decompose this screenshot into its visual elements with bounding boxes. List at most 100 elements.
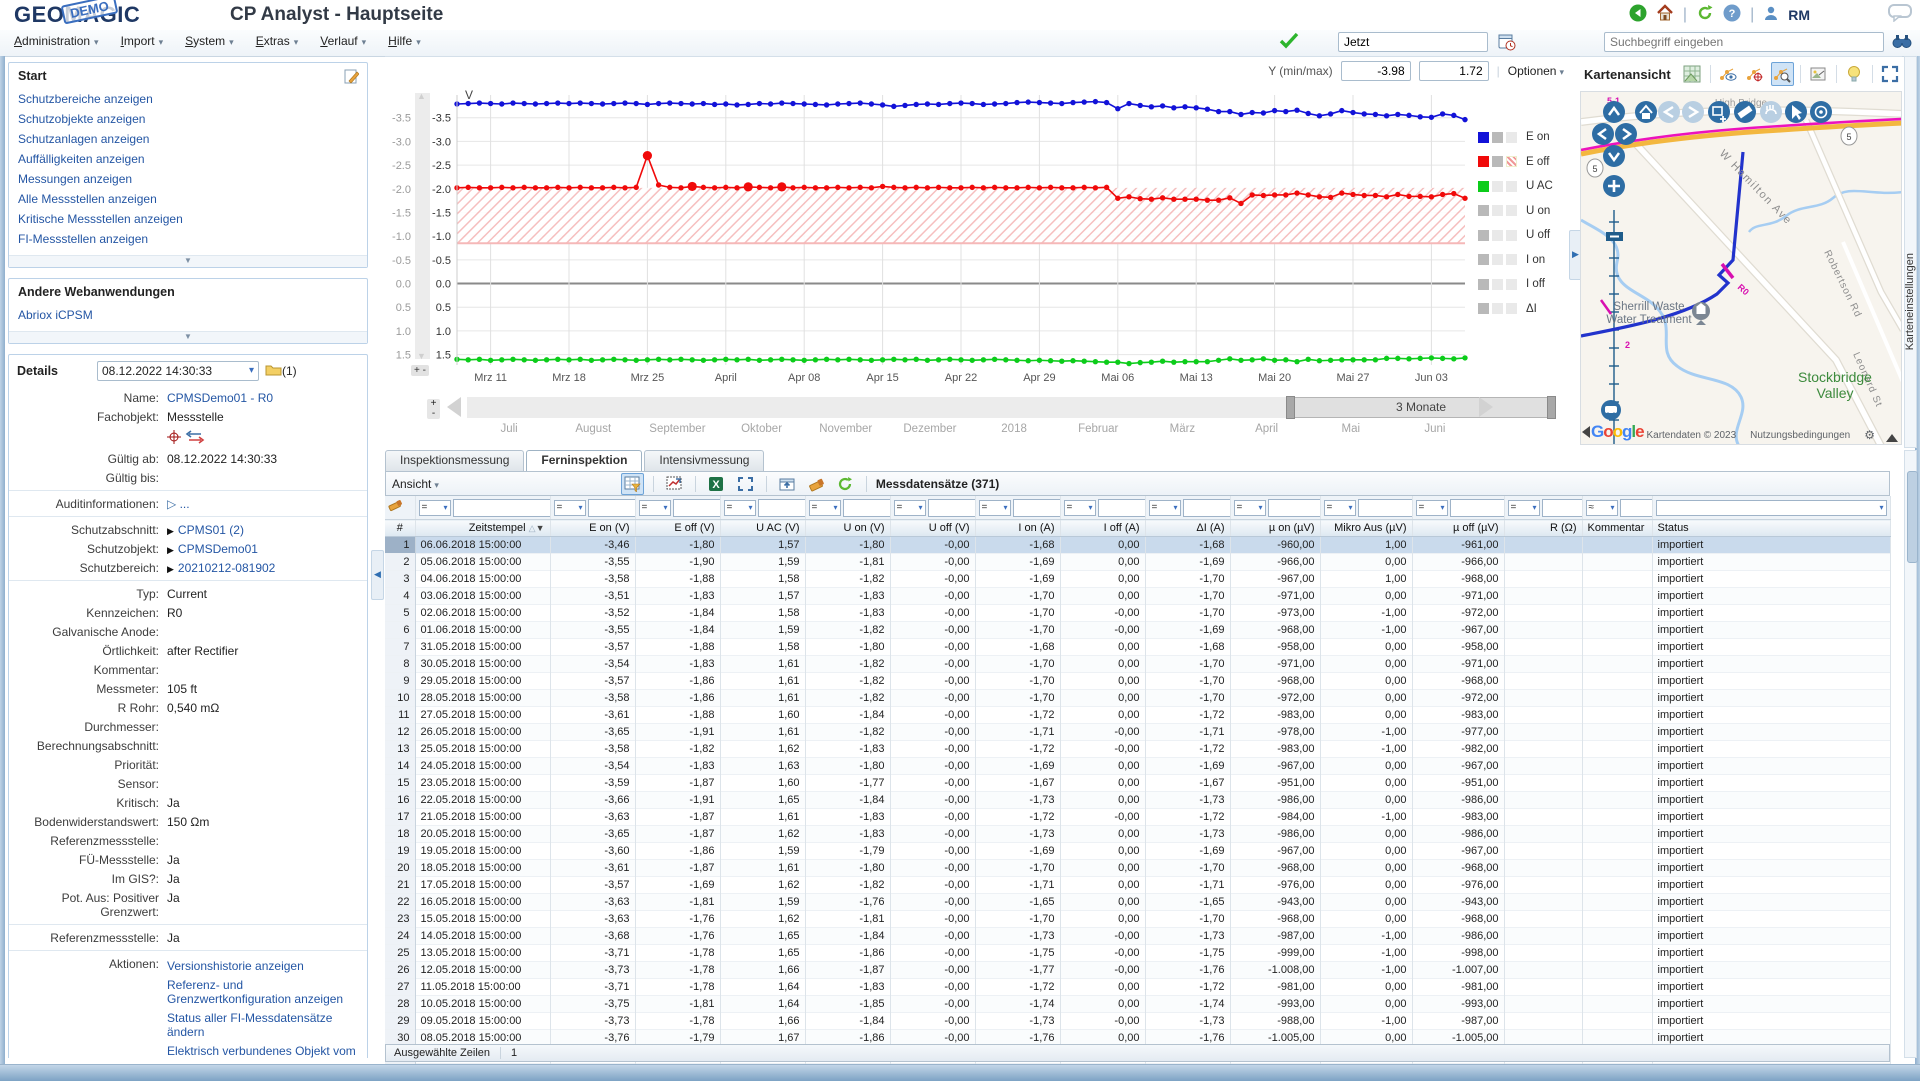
user-initials[interactable]: RM	[1788, 7, 1810, 23]
table-row[interactable]: 2711.05.2018 15:00:00-3,71-1,781,64-1,83…	[385, 979, 1890, 996]
menu-hilfe[interactable]: Hilfe▾	[388, 34, 421, 48]
ref-link[interactable]: CPMSDemo01	[178, 542, 258, 556]
chart-view-icon[interactable]	[663, 473, 686, 495]
trace-locate-icon[interactable]	[1744, 62, 1767, 86]
legend-item-e-on[interactable]: E on	[1478, 125, 1553, 150]
timeline-zoom-buttons[interactable]: +-	[427, 399, 440, 419]
column-header-r-[interactable]: R (Ω)	[1504, 520, 1582, 537]
aktion-link[interactable]: Referenz- und Grenzwertkonfiguration anz…	[167, 976, 359, 1009]
timeline-track[interactable]: 3 Monate	[467, 397, 1477, 418]
start-link[interactable]: Auffälligkeiten anzeigen	[18, 149, 358, 169]
column-header--off-v-[interactable]: µ off (µV)	[1412, 520, 1504, 537]
trace-visibility-icon[interactable]	[1717, 62, 1740, 86]
column-header-e-off-v-[interactable]: E off (V)	[635, 520, 720, 537]
table-row[interactable]: 2315.05.2018 15:00:00-3,63-1,761,62-1,81…	[385, 911, 1890, 928]
timeline-month-märz[interactable]: März	[1170, 423, 1196, 435]
filter-input[interactable]	[1268, 499, 1321, 517]
timeline-month-juli[interactable]: Juli	[500, 423, 517, 435]
filter-input[interactable]	[1098, 499, 1146, 517]
map-layers-icon[interactable]	[1681, 62, 1704, 86]
y-axis-scrollbar[interactable]	[415, 93, 430, 359]
sidebar-collapse-handle[interactable]: ◀	[371, 550, 384, 600]
optionen-menu[interactable]: Optionen▾	[1508, 64, 1564, 78]
filter-input[interactable]	[588, 499, 636, 517]
help-icon[interactable]: ?	[1723, 4, 1741, 25]
back-icon[interactable]	[1629, 4, 1647, 25]
table-row[interactable]: 830.05.2018 15:00:00-3,54-1,831,61-1,82-…	[385, 656, 1890, 673]
table-row[interactable]: 502.06.2018 15:00:00-3,52-1,841,58-1,83-…	[385, 605, 1890, 622]
window-handle-right[interactable]	[1547, 396, 1556, 419]
filter-operator-select[interactable]: =▾	[554, 500, 586, 516]
ref-link[interactable]: 20210212-081902	[178, 561, 275, 575]
timeline-month-februar[interactable]: Februar	[1078, 423, 1118, 435]
menu-extras[interactable]: Extras▾	[256, 34, 299, 48]
timeline-window[interactable]: 3 Monate	[1289, 397, 1553, 418]
filter-input[interactable]	[843, 499, 891, 517]
map-settings-icon[interactable]: ⚙	[1864, 428, 1875, 442]
table-row[interactable]: 601.06.2018 15:00:00-3,55-1,841,59-1,82-…	[385, 622, 1890, 639]
table-scrollbar-thumb[interactable]	[1907, 471, 1918, 563]
legend-item-u-on[interactable]: U on	[1478, 199, 1553, 224]
filter-input[interactable]	[1450, 499, 1505, 517]
version-dropdown[interactable]: 08.12.2022 14:30:33▾	[97, 361, 259, 381]
y-min-input[interactable]	[1341, 61, 1411, 81]
map-fullscreen-icon[interactable]	[1879, 62, 1902, 86]
table-row[interactable]: 2018.05.2018 15:00:00-3,61-1,871,61-1,80…	[385, 860, 1890, 877]
filter-input[interactable]	[453, 499, 551, 517]
timeline-month-september[interactable]: September	[649, 423, 705, 435]
filter-input[interactable]	[1183, 499, 1231, 517]
tab-intensivmessung[interactable]: Intensivmessung	[644, 450, 764, 471]
ref-link[interactable]: CPMS01 (2)	[178, 523, 244, 537]
column-header-status[interactable]: Status	[1652, 520, 1890, 537]
table-row[interactable]: 1028.05.2018 15:00:00-3,58-1,861,61-1,82…	[385, 690, 1890, 707]
table-row[interactable]: 2216.05.2018 15:00:00-3,63-1,811,59-1,76…	[385, 894, 1890, 911]
filter-operator-select[interactable]: =▾	[1416, 500, 1448, 516]
tab-ferninspektion[interactable]: Ferninspektion	[526, 450, 642, 471]
column-header-u-ac-v-[interactable]: U AC (V)	[720, 520, 805, 537]
column-header--[interactable]: #	[385, 520, 415, 537]
table-row[interactable]: 2414.05.2018 15:00:00-3,68-1,761,65-1,84…	[385, 928, 1890, 945]
folder-icon[interactable]	[265, 363, 282, 379]
filter-operator-select[interactable]: =▾	[639, 500, 671, 516]
filter-table-icon[interactable]	[621, 473, 644, 495]
column-header-kommentar[interactable]: Kommentar	[1582, 520, 1652, 537]
table-row[interactable]: 403.06.2018 15:00:00-3,51-1,831,57-1,83-…	[385, 588, 1890, 605]
aktion-link[interactable]: Status aller FI-Messdatensätze ändern	[167, 1009, 359, 1042]
table-row[interactable]: 2612.05.2018 15:00:00-3,73-1,781,66-1,87…	[385, 962, 1890, 979]
window-handle-left[interactable]	[1286, 396, 1295, 419]
column-header-u-on-v-[interactable]: U on (V)	[805, 520, 890, 537]
binoculars-icon[interactable]	[1892, 33, 1912, 52]
tab-inspektionsmessung[interactable]: Inspektionsmessung	[385, 450, 524, 471]
filter-operator-select[interactable]: =▾	[1064, 500, 1096, 516]
timeline-scroll-left[interactable]	[447, 397, 461, 417]
note-edit-icon[interactable]	[344, 69, 359, 87]
table-row[interactable]: 1919.05.2018 15:00:00-3,60-1,861,59-1,79…	[385, 843, 1890, 860]
timeline-month-2018[interactable]: 2018	[1001, 423, 1027, 435]
table-row[interactable]: 106.06.2018 15:00:00-3,46-1,801,57-1,80-…	[385, 537, 1890, 554]
refresh-icon[interactable]	[1696, 4, 1714, 25]
filter-input[interactable]	[1358, 499, 1413, 517]
lightbulb-icon[interactable]	[1843, 62, 1866, 86]
filter-input[interactable]	[928, 499, 976, 517]
legend-item-u-off[interactable]: U off	[1478, 223, 1553, 248]
start-collapse-bar[interactable]: ▼	[9, 255, 367, 267]
start-link[interactable]: Schutzbereiche anzeigen	[18, 89, 358, 109]
filter-operator-select[interactable]: =▾	[894, 500, 926, 516]
column-header-i-off-a-[interactable]: I off (A)	[1060, 520, 1145, 537]
table-row[interactable]: 731.05.2018 15:00:00-3,57-1,881,58-1,80-…	[385, 639, 1890, 656]
timeline-month-oktober[interactable]: Oktober	[741, 423, 782, 435]
table-row[interactable]: 1622.05.2018 15:00:00-3,66-1,911,65-1,84…	[385, 792, 1890, 809]
timeline-month-august[interactable]: August	[575, 423, 611, 435]
filter-operator-select[interactable]: =▾	[1149, 500, 1181, 516]
table-row[interactable]: 2909.05.2018 15:00:00-3,73-1,781,66-1,84…	[385, 1013, 1890, 1030]
start-link[interactable]: Messungen anzeigen	[18, 169, 358, 189]
timeline-month-november[interactable]: November	[819, 423, 872, 435]
y-zoom-buttons[interactable]: + -	[411, 365, 429, 376]
column-header--i-a-[interactable]: ΔI (A)	[1145, 520, 1230, 537]
map-export-icon[interactable]	[1807, 62, 1830, 86]
map-terms-link[interactable]: Nutzungsbedingungen	[1750, 430, 1850, 441]
filter-input[interactable]	[673, 499, 721, 517]
filter-input[interactable]	[1013, 499, 1061, 517]
legend-item-δi[interactable]: ΔI	[1478, 297, 1553, 322]
filter-input[interactable]	[1620, 499, 1653, 517]
